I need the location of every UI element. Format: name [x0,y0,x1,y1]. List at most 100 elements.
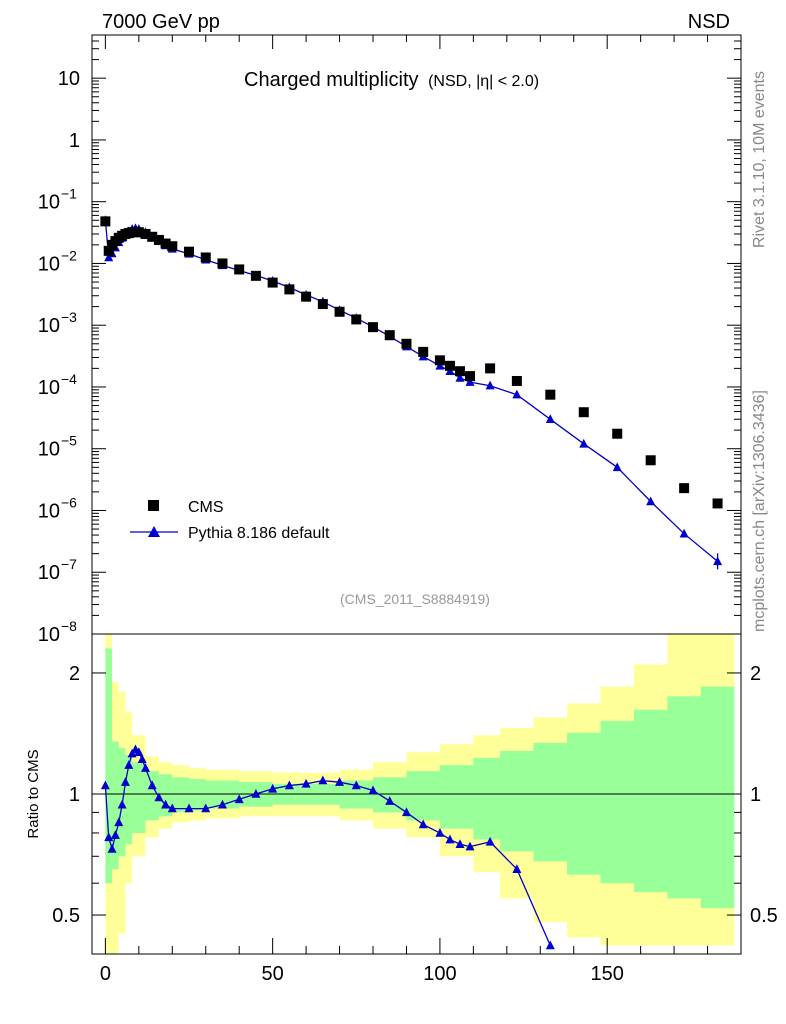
cms-points-main [100,216,723,509]
pythia-ratio-point [100,780,110,790]
cms-point [103,245,114,256]
cms-point [545,389,556,400]
cms-point [418,346,429,357]
pythia-ratio-point [184,803,194,813]
legend-cms-label: CMS [188,499,224,516]
pythia-ratio-point [301,778,311,788]
chart-title: Charged multiplicity (NSD, |η| < 2.0) [244,69,539,91]
cms-point [454,366,465,377]
chart-title-main: Charged multiplicity [244,69,419,91]
main-y-tick-exponent: −7 [61,556,77,572]
main-y-tick-label: 10 [38,315,60,337]
analysis-label: (CMS_2011_S8884919) [340,591,490,607]
ratio-y-tick-label: 1 [69,784,80,806]
ratio-y-tick-label-right: 2 [750,663,761,685]
pythia-ratio-point [161,799,171,809]
pythia-point [612,462,622,472]
cms-point [351,314,362,325]
pythia-ratio-point [134,747,144,757]
x-tick-label: 100 [423,963,456,985]
pythia-point [485,380,495,390]
ratio-y-tick-label-right: 0.5 [750,905,778,927]
cms-point [511,375,522,386]
pythia-points-ratio [100,744,555,950]
cms-point [160,238,171,249]
pythia-ratio-point [418,819,428,829]
main-y-tick-label: 10 [58,68,80,90]
cms-point [368,322,379,333]
cms-point [384,330,395,341]
main-y-tick-label: 10 [38,562,60,584]
x-tick-label: 150 [590,963,623,985]
main-ticks [92,34,741,635]
cms-point [147,231,158,242]
legend-pythia-marker [148,526,160,537]
pythia-ratio-point [147,780,157,790]
pythia-ratio-point [445,834,455,844]
cms-point [317,299,328,310]
ratio-y-tick-label-right: 1 [750,784,761,806]
mcplots-label: mcplots.cern.ch [arXiv:1306.3436] [751,390,768,632]
legend: CMS Pythia 8.186 default [130,499,330,542]
x-tick-label: 50 [262,963,284,985]
main-y-tick-label: 10 [38,439,60,461]
pythia-ratio-point [318,775,328,785]
cms-point [679,483,690,494]
header-right: NSD [688,11,730,33]
pythia-ratio-point [114,817,124,827]
main-y-tick-label: 10 [38,377,60,399]
main-y-tick-label: 10 [38,192,60,214]
cms-point [712,498,723,509]
pythia-ratio-point [485,836,495,846]
pythia-ratio-point [335,777,345,786]
pythia-ratio-point [201,803,211,813]
main-y-tick-label: 1 [69,130,80,152]
cms-point [401,338,412,349]
pythia-ratio-point [545,940,555,950]
chart-title-sub: (NSD, |η| < 2.0) [428,73,539,90]
pythia-point [679,528,689,538]
cms-point [250,270,261,281]
cms-point [612,428,623,439]
x-tick-label: 0 [100,963,111,985]
pythia-point [545,414,555,424]
pythia-ratio-point [124,760,134,769]
main-y-tick-label: 10 [38,253,60,275]
pythia-ratio-point [141,763,151,772]
pythia-ratio-point [167,803,177,813]
pythia-ratio-point [104,832,114,842]
pythia-ratio-point [154,792,164,802]
cms-point [434,355,445,366]
pythia-point [646,496,656,506]
pythia-ratio-point [465,841,475,851]
ratio-y-tick-label: 0.5 [52,905,80,927]
cms-point [184,246,195,257]
cms-point [167,241,178,252]
ratio-ticks [92,672,741,955]
cms-point [444,360,455,371]
pythia-ratio-point [137,754,147,764]
main-y-tick-exponent: −6 [61,494,77,510]
pythia-ratio-point [435,827,445,837]
cms-point [465,371,476,382]
legend-cms-marker [148,500,159,511]
pythia-ratio-point [368,785,378,795]
cms-point [100,216,111,227]
main-y-tick-exponent: −2 [61,247,77,263]
ratio-y-tick-labels: 0.5 0.5 1 1 2 2 [52,663,778,927]
main-y-tick-label: 10 [38,500,60,522]
ratio-y-axis-label: Ratio to CMS [25,749,42,838]
pythia-ratio-point [120,777,130,786]
pythia-ratio-point [385,796,395,805]
ratio-panel: 0.5 0.5 1 1 2 2 0 50 100 150 Ratio to CMS [25,634,778,985]
pythia-ratio-point [512,864,522,873]
cms-point [284,284,295,295]
pythia-ratio-point [284,780,294,790]
main-y-tick-exponent: −3 [61,309,77,325]
pythia-ratio-point [107,843,117,853]
pythia-point [465,377,475,386]
cms-point [140,228,151,239]
pythia-ratio-point [401,807,411,817]
